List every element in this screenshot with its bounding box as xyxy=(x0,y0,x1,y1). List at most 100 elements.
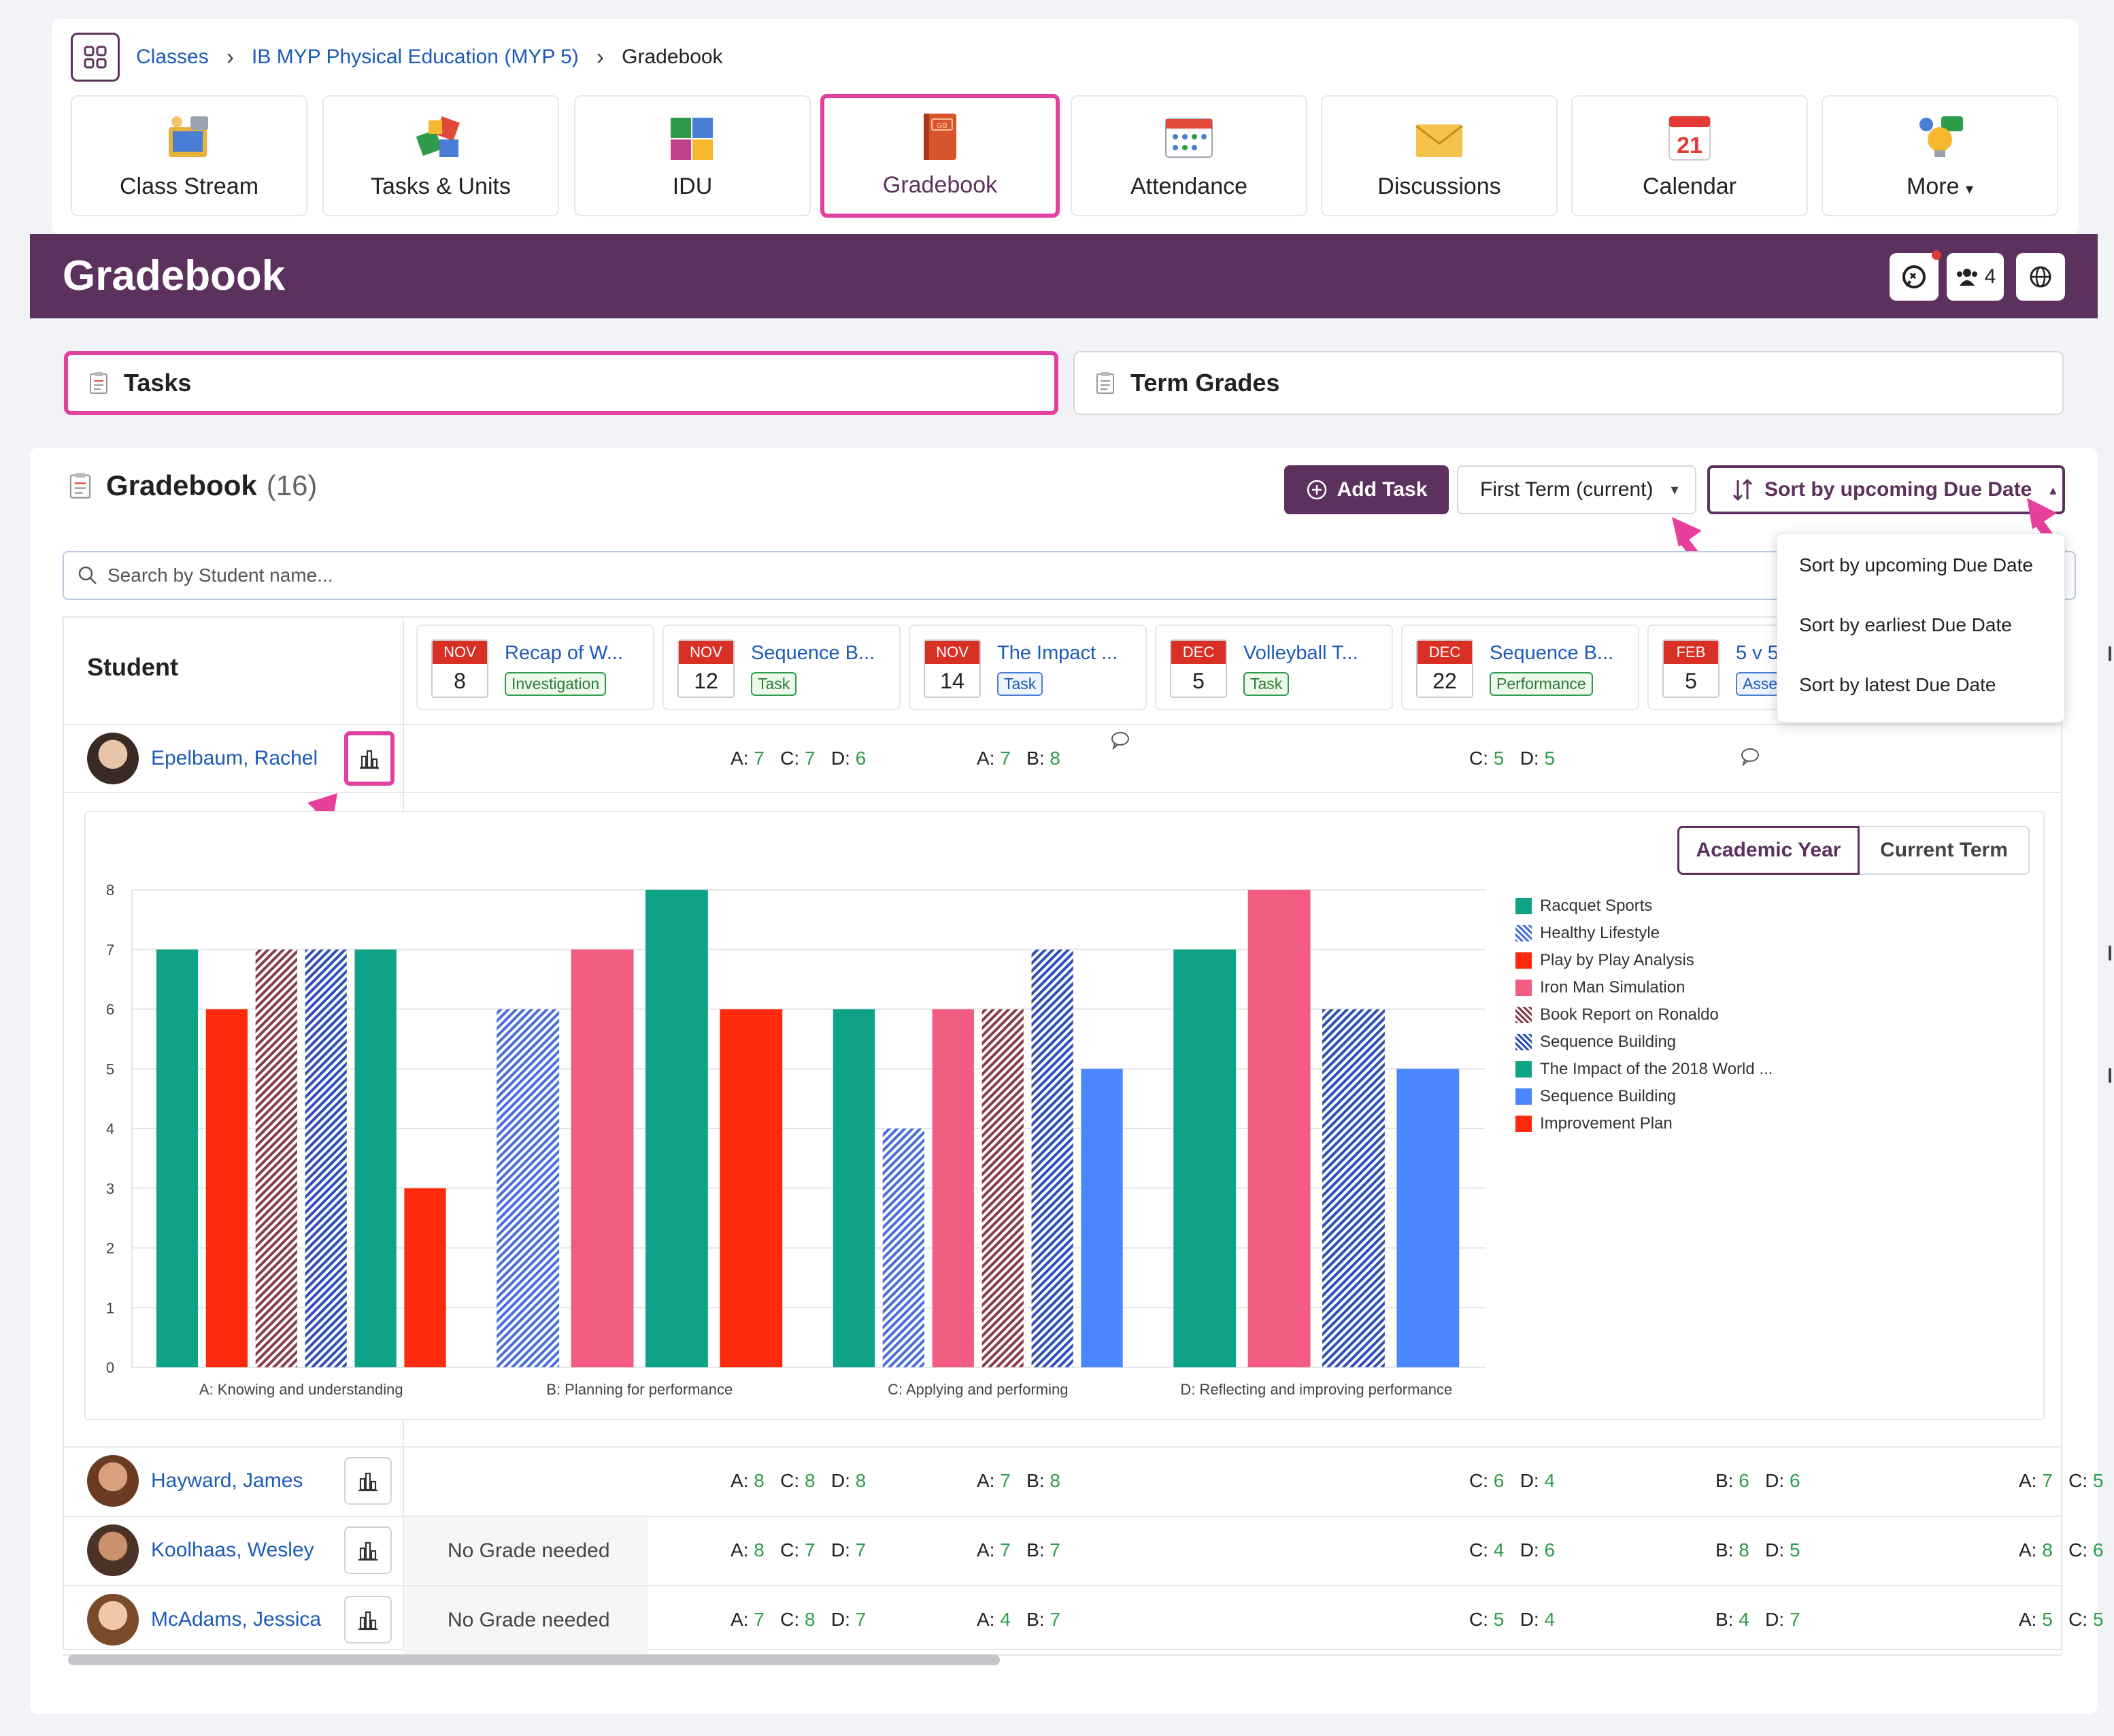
grade-cell[interactable]: C: 5 D: 5 xyxy=(1469,748,1556,769)
sort-select[interactable]: Sort by upcoming Due Date ▴ xyxy=(1707,465,2065,514)
chart-bar[interactable] xyxy=(982,1009,1024,1368)
tab-gradebook[interactable]: GB Gradebook xyxy=(820,94,1060,218)
grade-cell[interactable]: A: 7 B: 8 xyxy=(977,1470,1060,1491)
tab-discussions[interactable]: Discussions xyxy=(1321,95,1558,216)
chart-bar[interactable] xyxy=(1247,890,1311,1367)
chart-bar[interactable] xyxy=(1322,1009,1385,1368)
due-date-badge: NOV 12 xyxy=(677,639,735,698)
student-name-link[interactable]: Epelbaum, Rachel xyxy=(151,747,318,769)
sort-option-earliest[interactable]: Sort by earliest Due Date xyxy=(1799,614,2012,635)
student-chart-button[interactable] xyxy=(344,1596,392,1643)
chart-bar[interactable] xyxy=(354,949,397,1367)
tab-more[interactable]: More ▾ xyxy=(1822,95,2058,216)
tab-idu[interactable]: IDU xyxy=(574,95,811,216)
grade-cell[interactable]: A: 8 C: 7 D: 7 xyxy=(731,1539,867,1560)
horizontal-scrollbar[interactable] xyxy=(68,1654,1000,1665)
chart-bar[interactable] xyxy=(571,949,634,1367)
grade-cell[interactable]: A: 8 C: 8 D: 8 xyxy=(731,1470,867,1491)
subtab-tasks[interactable]: Tasks xyxy=(64,351,1058,415)
chart-bar[interactable] xyxy=(882,1129,924,1367)
sort-option-upcoming[interactable]: Sort by upcoming Due Date xyxy=(1799,554,2033,575)
student-search-input[interactable]: Search by Student name... xyxy=(63,551,2076,600)
chart-bar[interactable] xyxy=(255,949,297,1367)
apps-grid-button[interactable] xyxy=(71,33,120,82)
members-button[interactable]: 4 xyxy=(1947,253,2004,301)
breadcrumb-classes[interactable]: Classes xyxy=(136,46,209,68)
legend-item[interactable]: Book Report on Ronaldo xyxy=(1515,1005,1719,1024)
chart-bar[interactable] xyxy=(305,949,347,1367)
grade-cell[interactable]: A: 7 C: 7 D: 6 xyxy=(731,748,867,769)
chart-bar[interactable] xyxy=(1031,949,1073,1367)
student-chart-button[interactable] xyxy=(344,731,395,786)
task-name-link[interactable]: The Impact ... xyxy=(997,642,1118,664)
task-column-header[interactable]: NOV 12 Sequence B... Task xyxy=(662,624,901,710)
toggle-current-term[interactable]: Current Term xyxy=(1860,826,2030,875)
grade-cell[interactable]: A: 7 B: 7 xyxy=(977,1539,1060,1560)
task-column-header[interactable]: NOV 8 Recap of W... Investigation xyxy=(416,624,654,710)
task-name-link[interactable]: Recap of W... xyxy=(505,642,624,664)
task-name-link[interactable]: Sequence B... xyxy=(751,642,875,664)
grade-cell[interactable]: A: 7 C: 8 D: 7 xyxy=(731,1609,867,1630)
grade-cell[interactable]: C: 5 D: 4 xyxy=(1469,1609,1556,1630)
y-tick-label: 3 xyxy=(106,1180,114,1197)
legend-item[interactable]: Sequence Building xyxy=(1515,1087,1676,1106)
grade-cell[interactable]: C: 4 D: 6 xyxy=(1469,1539,1556,1560)
chart-bar[interactable] xyxy=(720,1009,783,1368)
breadcrumb: Classes › IB MYP Physical Education (MYP… xyxy=(71,33,723,82)
grade-cell[interactable]: A: 5 C: 5 xyxy=(2019,1609,2104,1630)
tab-class-stream[interactable]: Class Stream xyxy=(71,95,307,216)
chart-bar[interactable] xyxy=(645,890,708,1367)
subtab-term-grades[interactable]: Term Grades xyxy=(1073,351,2064,415)
chart-bar[interactable] xyxy=(497,1009,560,1368)
grade-cell[interactable]: B: 8 D: 5 xyxy=(1715,1539,1800,1560)
sort-option-latest[interactable]: Sort by latest Due Date xyxy=(1799,674,1996,695)
tab-calendar[interactable]: 21 Calendar xyxy=(1571,95,1808,216)
student-name-link[interactable]: McAdams, Jessica xyxy=(151,1608,322,1631)
tab-attendance[interactable]: Attendance xyxy=(1071,95,1307,216)
y-tick-label: 8 xyxy=(106,882,114,899)
chart-bar[interactable] xyxy=(1081,1069,1123,1367)
task-column-header[interactable]: DEC 5 Volleyball T... Task xyxy=(1155,624,1393,710)
grade-cell[interactable]: A: 4 B: 7 xyxy=(977,1609,1060,1630)
task-name-link[interactable]: 5 v 5 xyxy=(1736,642,1779,664)
legend-item[interactable]: Play by Play Analysis xyxy=(1515,951,1694,970)
task-column-header[interactable]: NOV 14 The Impact ... Task xyxy=(909,624,1147,710)
grade-cell[interactable]: A: 7 B: 8 xyxy=(977,748,1060,769)
task-name-link[interactable]: Sequence B... xyxy=(1490,642,1614,664)
breadcrumb-class[interactable]: IB MYP Physical Education (MYP 5) xyxy=(252,46,579,68)
legend-item[interactable]: Sequence Building xyxy=(1515,1033,1676,1052)
term-select[interactable]: First Term (current) ▾ xyxy=(1457,465,1696,514)
chart-bar[interactable] xyxy=(1173,949,1237,1367)
toggle-academic-year[interactable]: Academic Year xyxy=(1677,826,1860,875)
student-name-link[interactable]: Hayward, James xyxy=(151,1469,303,1492)
grade-cell[interactable]: A: 7 C: 5 xyxy=(2019,1470,2104,1491)
comment-icon[interactable] xyxy=(1740,747,1760,769)
sort-arrows-icon xyxy=(1732,478,1753,501)
legend-item[interactable]: Racquet Sports xyxy=(1515,897,1652,916)
chart-bar[interactable] xyxy=(1396,1069,1460,1367)
language-button[interactable] xyxy=(2016,253,2065,301)
grade-cell[interactable]: A: 8 C: 6 xyxy=(2019,1539,2104,1560)
student-chart-button[interactable] xyxy=(344,1526,392,1574)
legend-item[interactable]: Improvement Plan xyxy=(1515,1114,1673,1133)
x-category-label: C: Applying and performing xyxy=(888,1381,1068,1398)
legend-item[interactable]: The Impact of the 2018 World ... xyxy=(1515,1060,1773,1079)
grade-cell[interactable]: B: 6 D: 6 xyxy=(1715,1470,1800,1491)
student-chart-button[interactable] xyxy=(344,1457,392,1505)
grade-cell[interactable]: B: 4 D: 7 xyxy=(1715,1609,1800,1630)
chart-bar[interactable] xyxy=(205,1009,248,1368)
add-task-button[interactable]: Add Task xyxy=(1284,465,1449,514)
task-column-header[interactable]: DEC 22 Sequence B... Performance xyxy=(1401,624,1639,710)
legend-item[interactable]: Healthy Lifestyle xyxy=(1515,924,1660,943)
comment-icon[interactable] xyxy=(1110,731,1130,753)
chart-bar[interactable] xyxy=(932,1009,974,1368)
legend-item[interactable]: Iron Man Simulation xyxy=(1515,978,1685,997)
chart-bar[interactable] xyxy=(404,1188,446,1367)
tab-tasks-units[interactable]: Tasks & Units xyxy=(322,95,559,216)
chart-bar[interactable] xyxy=(833,1009,875,1368)
chat-button[interactable] xyxy=(1890,250,1941,301)
student-name-link[interactable]: Koolhaas, Wesley xyxy=(151,1539,314,1561)
chart-bar[interactable] xyxy=(156,949,199,1367)
grade-cell[interactable]: C: 6 D: 4 xyxy=(1469,1470,1556,1491)
task-name-link[interactable]: Volleyball T... xyxy=(1243,642,1358,664)
